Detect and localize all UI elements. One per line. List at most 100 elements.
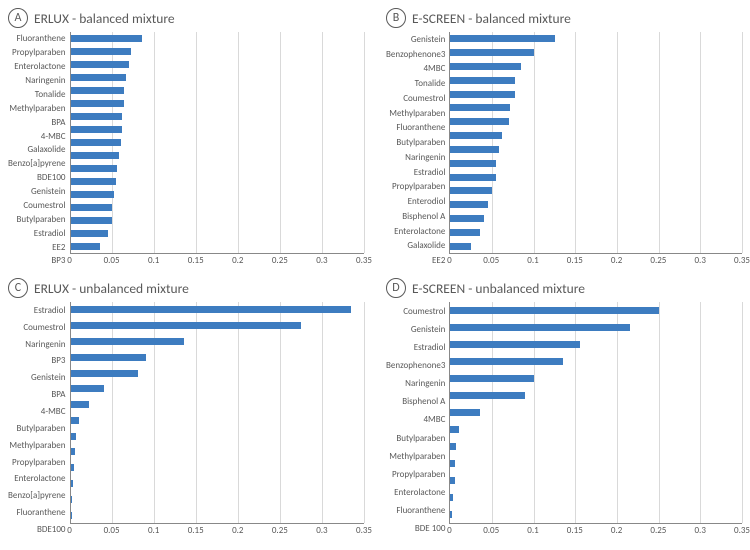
panel-d-xaxis: 00.050.10.150.20.250.30.35 [449, 524, 742, 538]
bar [71, 354, 146, 361]
bar [71, 178, 116, 185]
bar [71, 448, 75, 455]
bar [450, 341, 579, 348]
category-label: Methylparaben [8, 441, 66, 450]
category-label: Genistein [8, 373, 66, 382]
bar [450, 174, 496, 181]
category-label: Enterolactone [8, 474, 66, 483]
category-label: Naringenin [8, 76, 66, 85]
x-tick-label: 0.25 [272, 255, 288, 266]
panel-d-plot: 00.050.10.150.20.250.30.35 [449, 302, 742, 538]
bar [450, 307, 658, 314]
category-label: Enterolactone [386, 488, 445, 497]
panel-b-plot: 00.050.10.150.20.250.30.35 [449, 32, 742, 268]
x-tick-label: 0.25 [650, 525, 666, 536]
panel-d-badge: D [386, 278, 406, 298]
bar [71, 100, 125, 107]
category-label: Tonalide [386, 79, 445, 88]
gridline [364, 302, 365, 523]
category-label: 4-MBC [8, 407, 66, 416]
x-tick-label: 0.1 [148, 255, 159, 266]
category-label: Genistein [8, 187, 66, 196]
bar [71, 480, 74, 487]
bar [71, 217, 113, 224]
gridline [742, 32, 743, 253]
panel-b-chart: Genistein Benzophenone3 4MBC Tonalide Coumes… [386, 32, 742, 268]
bar [450, 35, 554, 42]
category-label: Genistein [386, 325, 445, 334]
category-label: BPA [8, 390, 66, 399]
bar [71, 165, 118, 172]
bar [71, 152, 120, 159]
category-label: BDE100 [8, 173, 66, 182]
bar [450, 426, 458, 433]
bar [450, 460, 455, 467]
category-label: Benzophenone3 [386, 50, 445, 59]
x-tick-label: 0.1 [148, 525, 159, 536]
category-label: Estradiol [8, 306, 66, 315]
bar [71, 113, 123, 120]
panel-b-plot-area [449, 32, 742, 254]
bar [450, 146, 498, 153]
category-label: Naringenin [386, 379, 445, 388]
bar [450, 358, 562, 365]
category-label: Butylparaben [386, 434, 445, 443]
x-tick-label: 0 [447, 525, 452, 536]
x-tick-label: 0.3 [694, 255, 705, 266]
panel-c: C ERLUX - unbalanced mixture EstradiolCo… [8, 278, 364, 538]
bar [450, 91, 515, 98]
bar [71, 464, 74, 471]
category-label: Enterolactone [386, 227, 445, 236]
category-label: Coumestrol [8, 201, 66, 210]
x-tick-label: 0.05 [483, 525, 499, 536]
category-label: Fluoranthene [386, 123, 445, 132]
bar [450, 375, 533, 382]
bar [450, 118, 508, 125]
x-tick-label: 0.05 [104, 525, 120, 536]
panel-d-bars [450, 302, 742, 523]
category-label: Methylparaben [8, 104, 66, 113]
category-label: 4-MBC [8, 132, 66, 141]
x-tick-label: 0.3 [316, 255, 327, 266]
category-label: Enterodiol [386, 197, 445, 206]
x-tick-label: 0 [447, 255, 452, 266]
bar [450, 187, 492, 194]
bar [71, 512, 72, 519]
bar [71, 204, 113, 211]
bar [71, 401, 89, 408]
panel-d-title: E-SCREEN - unbalanced mixture [412, 280, 585, 297]
panel-c-plot: 00.050.10.150.20.250.30.35 [70, 302, 365, 538]
panel-d-chart: CoumestrolGenisteinEstradiolBenzophenone… [386, 302, 742, 538]
panel-a-header: A ERLUX - balanced mixture [8, 8, 364, 28]
x-tick-label: 0.15 [188, 525, 204, 536]
category-label: Naringenin [8, 340, 66, 349]
panel-b-title: E-SCREEN - balanced mixture [412, 10, 571, 27]
category-label: Coumestrol [8, 323, 66, 332]
panel-b-ylabels: Genistein Benzophenone3 4MBC Tonalide Coumes… [386, 32, 449, 268]
category-label: BDE 100 [386, 524, 445, 533]
panel-a-xaxis: 00.050.10.150.20.250.30.35 [70, 254, 365, 268]
bar [450, 215, 483, 222]
panel-c-xaxis: 00.050.10.150.20.250.30.35 [70, 524, 365, 538]
x-tick-label: 0.35 [356, 525, 372, 536]
x-tick-label: 0.25 [272, 525, 288, 536]
category-label: Enterolactone [8, 62, 66, 71]
bar [71, 87, 125, 94]
x-tick-label: 0.05 [104, 255, 120, 266]
category-label: Butylparaben [8, 424, 66, 433]
category-label: Coumestrol [386, 94, 445, 103]
category-label: Estradiol [8, 229, 66, 238]
bar [71, 322, 302, 329]
category-label: Methylparaben [386, 452, 445, 461]
category-label: Estradiol [386, 168, 445, 177]
category-label: Genistein [386, 35, 445, 44]
bar [450, 201, 487, 208]
bar [450, 63, 521, 70]
category-label: Coumestrol [386, 307, 445, 316]
category-label: Estradiol [386, 343, 445, 352]
chart-grid: A ERLUX - balanced mixture FluorantheneP… [0, 0, 750, 550]
bar [71, 496, 73, 503]
bar [450, 324, 629, 331]
category-label: 4MBC [386, 64, 445, 73]
bar [71, 433, 76, 440]
